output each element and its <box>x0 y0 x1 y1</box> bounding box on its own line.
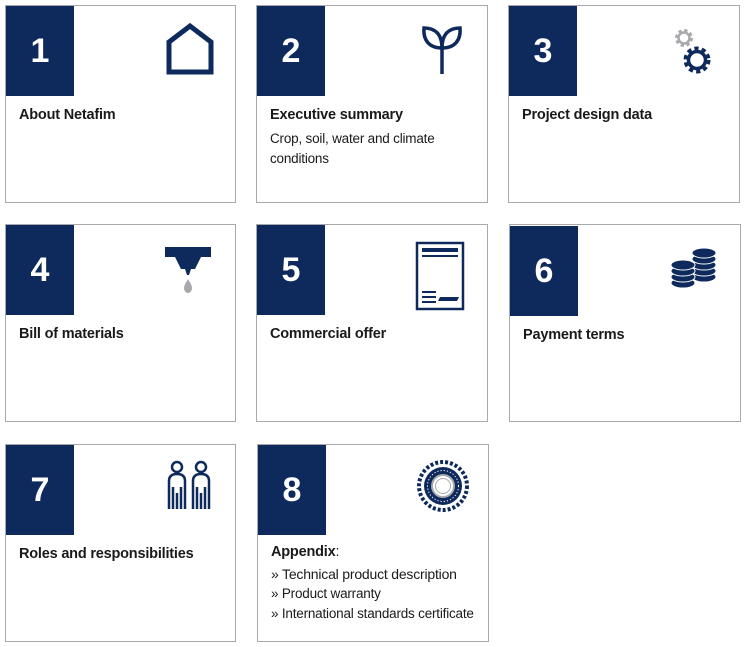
gears-icon <box>667 20 721 76</box>
appendix-list: » Technical product description » Produc… <box>271 564 484 624</box>
list-item: » Technical product description <box>271 566 457 582</box>
card-number: 7 <box>6 445 74 535</box>
card-number: 5 <box>257 225 325 315</box>
house-icon <box>163 20 217 76</box>
card-number: 2 <box>257 6 325 96</box>
card-number: 3 <box>509 6 577 96</box>
card-title: Roles and responsibilities <box>19 546 194 562</box>
card-appendix[interactable]: 8 Appendix: » Technical product descript… <box>257 444 489 642</box>
card-project-design-data[interactable]: 3 Project design data <box>508 5 740 203</box>
card-title: Payment terms <box>523 327 625 343</box>
card-number: 4 <box>6 225 74 315</box>
appendix-colon: : <box>335 544 340 560</box>
card-title: Bill of materials <box>19 326 124 342</box>
card-number: 1 <box>6 6 74 96</box>
card-title: About Netafim <box>19 107 116 123</box>
list-item: » International standards certificate <box>271 606 474 621</box>
card-title: Appendix: <box>271 544 480 560</box>
card-title: Project design data <box>522 107 652 123</box>
seal-icon <box>416 459 470 515</box>
card-title: Executive summary <box>270 107 403 123</box>
people-icon <box>163 459 217 515</box>
card-bill-of-materials[interactable]: 4 Bill of materials <box>5 224 236 422</box>
card-payment-terms[interactable]: 6 Payment terms <box>509 224 741 422</box>
card-commercial-offer[interactable]: 5 Commercial offer <box>256 224 488 422</box>
card-number: 8 <box>258 445 326 535</box>
card-title: Commercial offer <box>270 326 387 342</box>
appendix-heading: Appendix <box>271 544 336 560</box>
coins-icon <box>668 247 722 293</box>
card-roles-and-responsibilities[interactable]: 7 Roles and responsibilities <box>5 444 236 642</box>
card-number: 6 <box>510 226 578 316</box>
card-description: Crop, soil, water and climate conditions <box>270 131 435 166</box>
document-icon <box>415 241 465 311</box>
dripper-icon <box>163 239 217 295</box>
card-about-netafim[interactable]: 1 About Netafim <box>5 5 236 203</box>
list-item: » Product warranty <box>271 586 381 601</box>
sprout-icon <box>415 20 469 76</box>
card-executive-summary[interactable]: 2 Executive summary Crop, soil, water an… <box>256 5 488 203</box>
